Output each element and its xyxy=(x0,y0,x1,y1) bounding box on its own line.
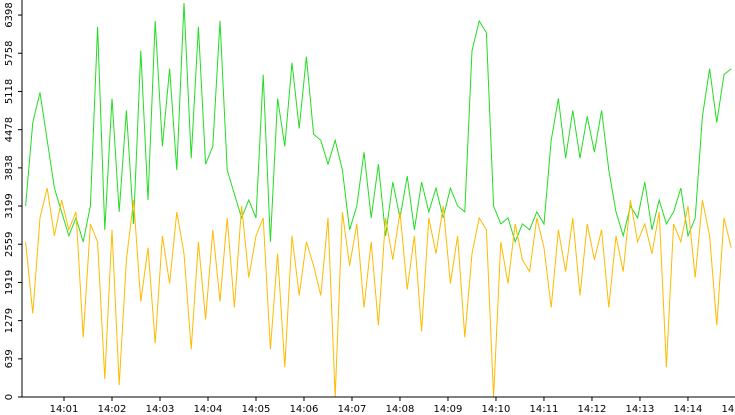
y-tick-label: 3199 xyxy=(4,193,15,218)
x-tick-label: 14:03 xyxy=(146,404,175,415)
x-tick-label: 14:08 xyxy=(386,404,415,415)
x-tick-label: 14:01 xyxy=(50,404,79,415)
x-tick-label: 14:13 xyxy=(626,404,655,415)
x-tick-label: 14:04 xyxy=(194,404,223,415)
y-tick-label: 639 xyxy=(4,349,15,368)
x-tick-label: 14:07 xyxy=(338,404,367,415)
x-tick-label: 14:14 xyxy=(674,404,703,415)
x-tick-label: 14:12 xyxy=(578,404,607,415)
x-tick-label: 14:05 xyxy=(242,404,271,415)
x-tick-label: 14:11 xyxy=(530,404,559,415)
y-tick-label: 3838 xyxy=(4,155,15,180)
y-tick-label: 5118 xyxy=(4,79,15,104)
y-tick-label: 6398 xyxy=(4,2,15,27)
series-line xyxy=(25,187,732,398)
y-tick-label: 0 xyxy=(4,394,15,400)
y-tick-label: 2559 xyxy=(4,232,15,257)
x-tick-label: 14:10 xyxy=(482,404,511,415)
y-tick-label: 5758 xyxy=(4,41,15,66)
x-tick-label: 14:02 xyxy=(98,404,127,415)
y-tick-label: 4478 xyxy=(4,117,15,142)
y-tick-label: 1919 xyxy=(4,270,15,295)
y-tick-label: 1279 xyxy=(4,308,15,333)
series-line xyxy=(25,2,732,244)
x-tick-label: 14:09 xyxy=(434,404,463,415)
x-tick-label: 14:15 xyxy=(722,404,735,415)
x-tick-label: 14:06 xyxy=(290,404,319,415)
